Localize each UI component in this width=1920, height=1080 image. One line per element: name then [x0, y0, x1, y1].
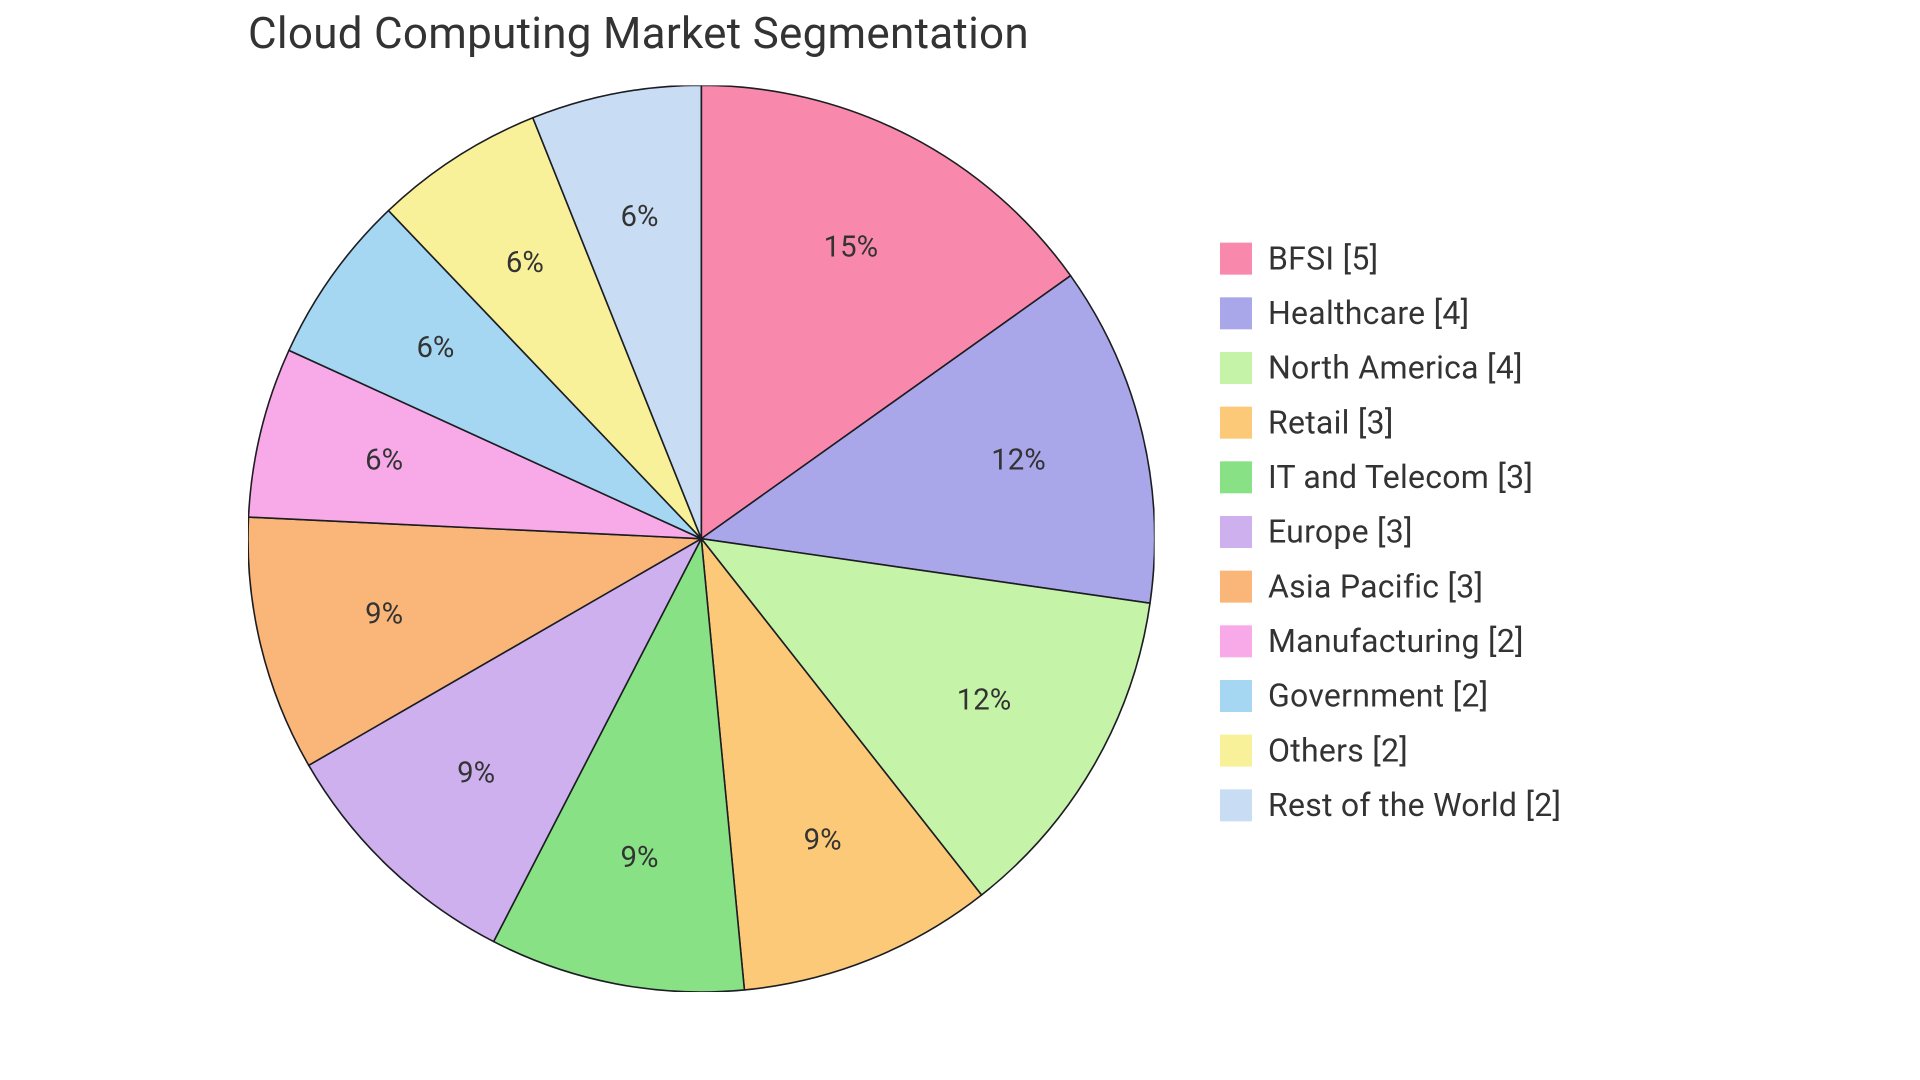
- slice-percent-label: 12%: [957, 684, 1011, 718]
- legend-label: IT and Telecom [3]: [1268, 459, 1533, 496]
- slice-percent-label: 12%: [991, 443, 1045, 477]
- legend-item: Asia Pacific [3]: [1220, 568, 1561, 605]
- legend: BFSI [5] Healthcare [4] North America [4] R…: [1220, 240, 1561, 824]
- legend-item: BFSI [5]: [1220, 240, 1561, 277]
- legend-item: Manufacturing [2]: [1220, 623, 1561, 660]
- slice-percent-label: 9%: [804, 823, 842, 857]
- legend-item: Government [2]: [1220, 677, 1561, 714]
- legend-swatch: [1220, 407, 1252, 439]
- slice-percent-label: 9%: [621, 841, 659, 875]
- legend-item: North America [4]: [1220, 349, 1561, 386]
- legend-label: Retail [3]: [1268, 404, 1394, 441]
- legend-swatch: [1220, 243, 1252, 275]
- legend-label: Manufacturing [2]: [1268, 623, 1524, 660]
- slice-percent-label: 9%: [365, 597, 403, 631]
- legend-label: Healthcare [4]: [1268, 295, 1469, 332]
- slice-percent-label: 9%: [457, 757, 495, 791]
- legend-swatch: [1220, 461, 1252, 493]
- legend-item: Others [2]: [1220, 732, 1561, 769]
- slice-percent-label: 6%: [506, 246, 544, 280]
- legend-swatch: [1220, 571, 1252, 603]
- legend-swatch: [1220, 516, 1252, 548]
- slice-percent-label: 6%: [365, 443, 403, 477]
- legend-label: North America [4]: [1268, 349, 1523, 386]
- legend-swatch: [1220, 735, 1252, 767]
- legend-label: Europe [3]: [1268, 513, 1413, 550]
- slice-percent-label: 6%: [621, 200, 659, 234]
- chart-title: Cloud Computing Market Segmentation: [248, 8, 1029, 60]
- slice-percent-label: 6%: [416, 331, 454, 365]
- legend-item: Retail [3]: [1220, 404, 1561, 441]
- legend-label: Asia Pacific [3]: [1268, 568, 1483, 605]
- legend-item: Rest of the World [2]: [1220, 787, 1561, 824]
- legend-label: BFSI [5]: [1268, 240, 1378, 277]
- legend-swatch: [1220, 789, 1252, 821]
- legend-swatch: [1220, 297, 1252, 329]
- legend-item: IT and Telecom [3]: [1220, 459, 1561, 496]
- legend-label: Rest of the World [2]: [1268, 787, 1561, 824]
- legend-item: Europe [3]: [1220, 513, 1561, 550]
- legend-label: Government [2]: [1268, 677, 1488, 714]
- slice-percent-label: 15%: [824, 230, 878, 264]
- legend-item: Healthcare [4]: [1220, 295, 1561, 332]
- legend-swatch: [1220, 352, 1252, 384]
- legend-label: Others [2]: [1268, 732, 1408, 769]
- legend-swatch: [1220, 680, 1252, 712]
- pie-chart: 15% 12% 12% 9% 9% 9% 9% 6% 6% 6% 6%: [248, 85, 1155, 992]
- legend-swatch: [1220, 625, 1252, 657]
